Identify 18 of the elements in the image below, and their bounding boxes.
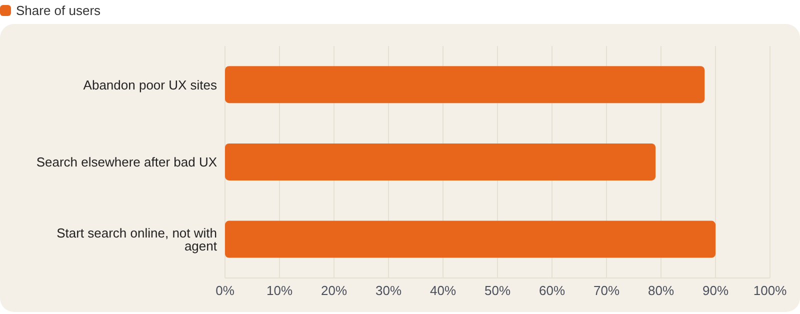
y-tick-label: Search elsewhere after bad UX <box>36 154 218 170</box>
legend-label: Share of users <box>15 2 101 18</box>
x-tick-label: 40% <box>430 283 456 298</box>
x-tick-label: 80% <box>648 283 674 298</box>
bar <box>225 143 656 180</box>
x-tick-label: 90% <box>702 283 729 298</box>
y-tick-label: Abandon poor UX sites <box>83 77 218 92</box>
x-tick-label: 10% <box>266 283 293 298</box>
x-tick-label: 30% <box>375 283 402 298</box>
x-tick-label: 70% <box>593 283 620 298</box>
bar <box>225 66 705 104</box>
y-tick-label: Start search online, not with agent <box>56 225 218 254</box>
bar <box>225 220 716 258</box>
x-tick-label: 20% <box>320 283 348 298</box>
x-tick-label: 100% <box>753 283 788 298</box>
x-tick-label: 60% <box>538 283 566 298</box>
x-tick-label: 0% <box>216 283 235 298</box>
x-tick-label: 50% <box>484 283 511 298</box>
